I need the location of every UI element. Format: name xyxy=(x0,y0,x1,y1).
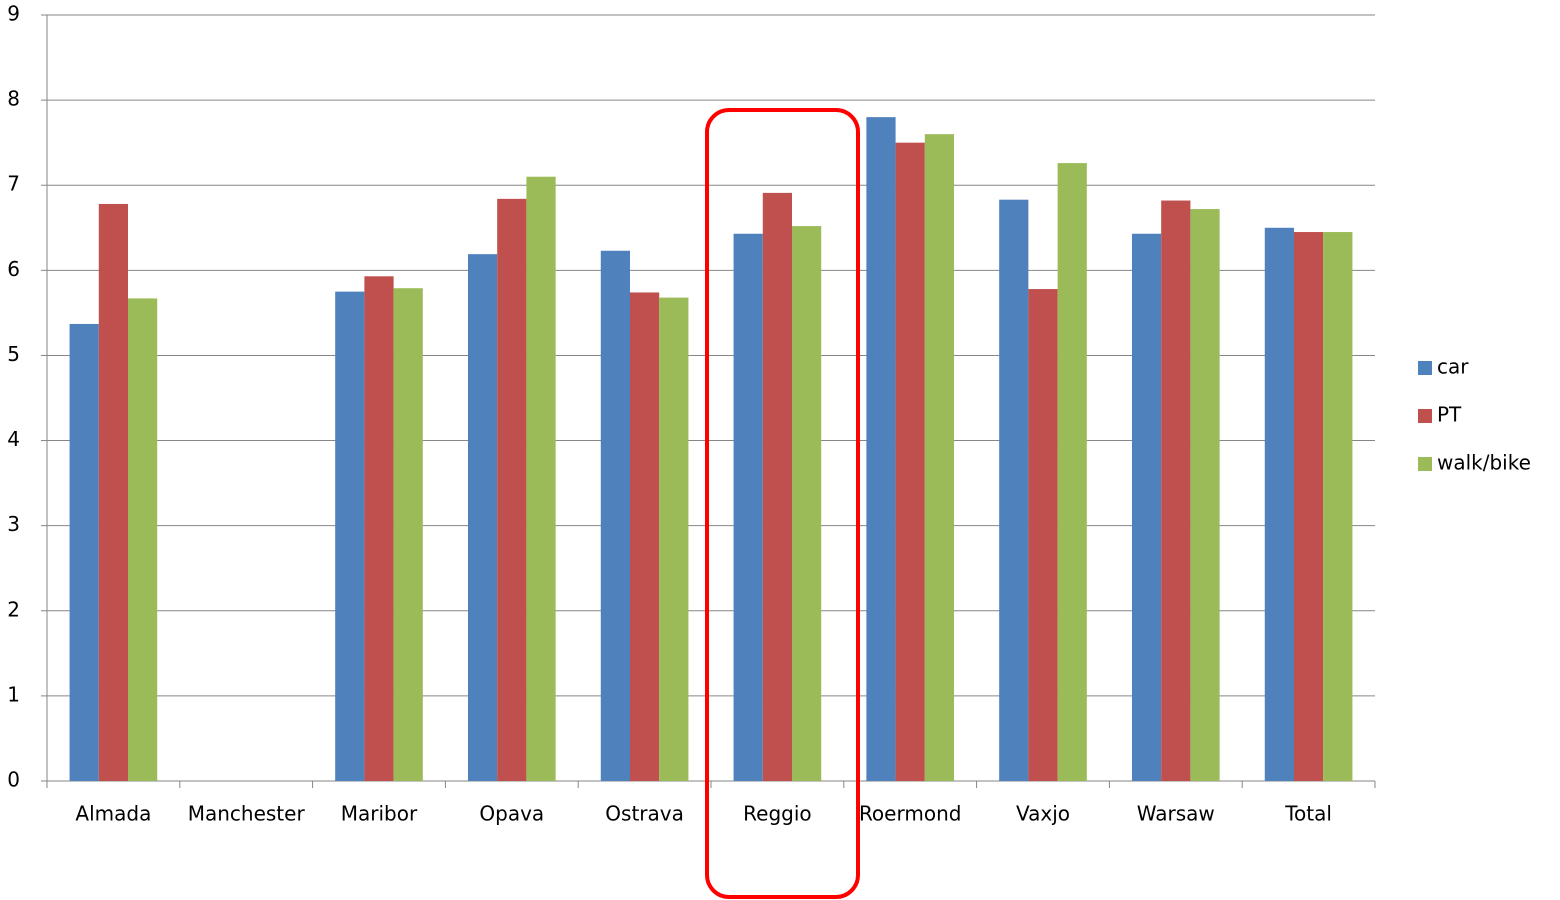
y-tick-label: 2 xyxy=(7,597,20,621)
bar xyxy=(1131,233,1162,782)
bar xyxy=(600,250,630,781)
x-tick-label: Manchester xyxy=(188,802,306,826)
y-tick-label: 0 xyxy=(7,768,20,792)
bar xyxy=(1161,200,1191,781)
legend-swatch xyxy=(1418,409,1432,423)
legend-label: walk/bike xyxy=(1437,451,1531,475)
y-tick-label: 4 xyxy=(7,427,20,451)
x-tick-label: Maribor xyxy=(341,802,418,826)
x-tick-label: Opava xyxy=(479,802,544,826)
legend-swatch xyxy=(1418,361,1432,375)
legend-label: PT xyxy=(1437,403,1462,427)
bar xyxy=(762,192,793,782)
bar xyxy=(1190,209,1220,781)
bar xyxy=(1028,289,1058,781)
bar xyxy=(128,298,158,781)
x-tick-label: Roermond xyxy=(859,802,962,826)
highlight-box xyxy=(705,108,860,899)
bar xyxy=(1293,232,1324,782)
y-tick-label: 8 xyxy=(7,87,20,111)
legend-label: car xyxy=(1437,355,1469,379)
legend-swatch xyxy=(1418,457,1432,471)
bar xyxy=(1264,227,1294,781)
bar xyxy=(98,203,129,782)
bar xyxy=(733,233,763,782)
y-tick-label: 3 xyxy=(7,512,20,536)
x-tick-label: Warsaw xyxy=(1137,802,1215,826)
bar xyxy=(629,292,660,781)
y-tick-label: 1 xyxy=(7,682,20,706)
x-tick-label: Vaxjo xyxy=(1016,802,1070,826)
bar xyxy=(69,323,99,781)
bar xyxy=(335,291,365,781)
bar xyxy=(393,288,423,781)
bar xyxy=(1057,163,1087,782)
y-tick-label: 7 xyxy=(7,172,20,196)
bar xyxy=(866,117,896,782)
bar xyxy=(497,198,527,782)
x-tick-label: Reggio xyxy=(743,802,812,826)
bar xyxy=(364,276,394,781)
bar xyxy=(792,226,822,781)
bar xyxy=(999,199,1029,782)
bar xyxy=(895,142,925,781)
y-tick-label: 9 xyxy=(7,2,20,26)
bar xyxy=(467,254,498,781)
y-tick-label: 6 xyxy=(7,257,20,281)
y-tick-label: 5 xyxy=(7,342,20,366)
x-tick-label: Ostrava xyxy=(605,802,684,826)
bar xyxy=(924,134,955,782)
x-tick-label: Total xyxy=(1284,802,1332,826)
bar xyxy=(659,297,689,781)
x-tick-label: Almada xyxy=(75,802,151,826)
bar xyxy=(526,176,556,781)
bar xyxy=(1323,232,1353,782)
